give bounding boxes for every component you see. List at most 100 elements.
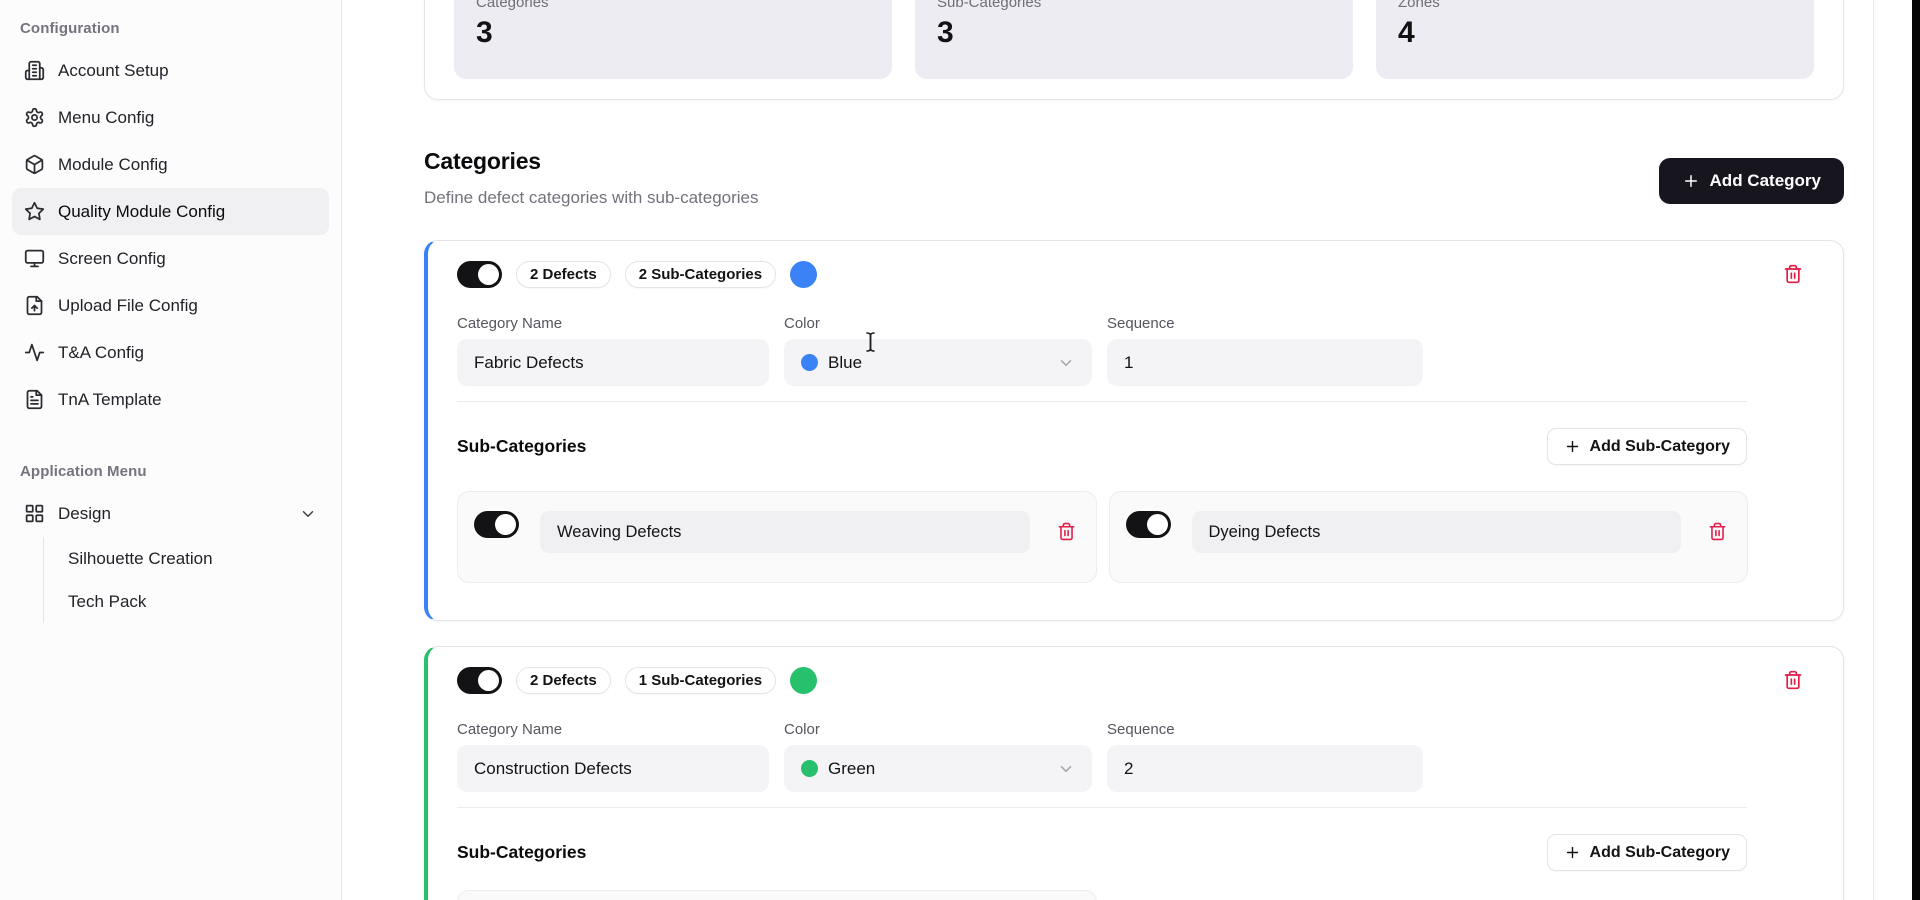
category-enabled-toggle[interactable] [457, 260, 502, 288]
categories-section-header: Categories Define defect categories with… [424, 148, 1844, 218]
add-sub-category-label: Add Sub-Category [1589, 437, 1730, 455]
color-select[interactable]: Green [784, 745, 1092, 792]
category-card-fabric-defects: 2 Defects 2 Sub-Categories Category Name… [424, 240, 1844, 621]
defects-count-badge: 2 Defects [516, 260, 611, 288]
sidebar-item-label: Quality Module Config [58, 201, 226, 221]
add-category-label: Add Category [1709, 171, 1821, 190]
add-sub-category-label: Add Sub-Category [1589, 843, 1730, 861]
delete-sub-category-button[interactable] [1053, 518, 1080, 545]
screen-right-edge [1912, 0, 1920, 900]
sidebar-item-label: Menu Config [58, 107, 155, 127]
sub-categories-heading: Sub-Categories [457, 842, 587, 862]
subcategories-count-badge: 1 Sub-Categories [624, 666, 777, 694]
category-name-input[interactable] [457, 745, 769, 792]
color-select[interactable]: Blue [784, 339, 1092, 386]
color-option-dot [801, 354, 818, 371]
category-color-dot [790, 260, 818, 288]
sidebar-section-configuration: Configuration [20, 20, 120, 37]
category-color-dot [790, 666, 818, 694]
monitor-icon [24, 248, 45, 269]
plus-icon [1564, 844, 1581, 861]
chevron-down-icon [299, 505, 317, 523]
file-text-icon [24, 389, 45, 410]
sidebar-item-label: Design [58, 503, 111, 523]
sequence-input[interactable] [1107, 745, 1423, 792]
stat-value: 3 [476, 16, 493, 49]
sidebar-section-application-menu: Application Menu [20, 463, 147, 480]
sub-category-enabled-toggle[interactable] [474, 511, 519, 538]
main-content: Categories 3 Sub-Categories 3 Zones 4 Ca… [343, 0, 1920, 900]
sidebar-item-screen-config[interactable]: Screen Config [12, 235, 329, 282]
sidebar-item-label: Screen Config [58, 248, 166, 268]
category-enabled-toggle[interactable] [457, 666, 502, 694]
sidebar-item-tech-pack[interactable]: Tech Pack [68, 580, 329, 623]
sidebar-item-quality-module-config[interactable]: Quality Module Config [12, 188, 329, 235]
sidebar-item-label: TnA Template [58, 389, 162, 409]
plus-icon [1564, 438, 1581, 455]
sub-category-card-weaving [457, 491, 1097, 583]
sidebar-item-menu-config[interactable]: Menu Config [12, 94, 329, 141]
chevron-down-icon [1057, 760, 1075, 778]
sidebar-item-tna-template[interactable]: TnA Template [12, 376, 329, 423]
sub-category-name-input[interactable] [1191, 511, 1681, 553]
stat-value: 4 [1398, 16, 1415, 49]
add-sub-category-button[interactable]: Add Sub-Category [1546, 428, 1747, 465]
add-sub-category-button[interactable]: Add Sub-Category [1546, 834, 1747, 871]
stat-value: 3 [937, 16, 954, 49]
sub-categories-heading: Sub-Categories [457, 436, 587, 456]
trash-icon [1784, 264, 1802, 284]
color-label: Color [784, 721, 820, 738]
defects-count-badge: 2 Defects [516, 666, 611, 694]
stat-label: Zones [1398, 0, 1440, 11]
color-option-dot [801, 760, 818, 777]
sequence-input[interactable] [1107, 339, 1423, 386]
color-select-value: Blue [828, 352, 863, 372]
sidebar-item-silhouette-creation[interactable]: Silhouette Creation [68, 537, 329, 580]
star-icon [24, 201, 45, 222]
sidebar-item-upload-file-config[interactable]: Upload File Config [12, 282, 329, 329]
sidebar-item-ta-config[interactable]: T&A Config [12, 329, 329, 376]
page-title: Categories [424, 148, 541, 174]
stat-label: Categories [476, 0, 549, 11]
delete-category-button[interactable] [1779, 260, 1807, 288]
stat-label: Sub-Categories [937, 0, 1042, 11]
add-category-button[interactable]: Add Category [1658, 158, 1844, 204]
divider [457, 401, 1747, 402]
plus-icon [1682, 172, 1700, 190]
sidebar: Configuration Account Setup Menu Config … [0, 0, 342, 900]
sidebar-item-label: T&A Config [58, 342, 144, 362]
activity-icon [24, 342, 45, 363]
sidebar-item-label: Silhouette Creation [68, 548, 213, 568]
sub-category-name-input[interactable] [540, 511, 1030, 553]
color-label: Color [784, 315, 820, 332]
stat-tile-zones: Zones 4 [1376, 0, 1814, 79]
chevron-down-icon [1057, 354, 1075, 372]
sidebar-item-account-setup[interactable]: Account Setup [12, 47, 329, 94]
stats-summary-card: Categories 3 Sub-Categories 3 Zones 4 [424, 0, 1844, 100]
trash-icon [1784, 670, 1802, 690]
file-upload-icon [24, 295, 45, 316]
gear-icon [24, 107, 45, 128]
divider [457, 807, 1747, 808]
delete-sub-category-button[interactable] [1704, 518, 1731, 545]
category-name-label: Category Name [457, 315, 563, 332]
delete-category-button[interactable] [1779, 666, 1807, 694]
category-name-input[interactable] [457, 339, 769, 386]
sidebar-item-label: Tech Pack [68, 591, 147, 611]
trash-icon [1709, 522, 1726, 541]
design-submenu: Silhouette Creation Tech Pack [43, 537, 329, 623]
sub-category-card [457, 890, 1097, 900]
color-select-value: Green [828, 758, 876, 778]
sequence-label: Sequence [1107, 721, 1175, 738]
sidebar-item-design[interactable]: Design [12, 490, 329, 537]
sub-category-enabled-toggle[interactable] [1125, 511, 1171, 538]
sidebar-item-label: Module Config [58, 154, 168, 174]
sequence-label: Sequence [1107, 315, 1175, 332]
subcategories-count-badge: 2 Sub-Categories [624, 260, 777, 288]
sidebar-item-label: Account Setup [58, 60, 169, 80]
content-edge-line [1873, 0, 1874, 900]
sub-category-card-dyeing [1108, 491, 1748, 583]
sidebar-item-module-config[interactable]: Module Config [12, 141, 329, 188]
trash-icon [1058, 522, 1074, 541]
category-name-label: Category Name [457, 721, 563, 738]
